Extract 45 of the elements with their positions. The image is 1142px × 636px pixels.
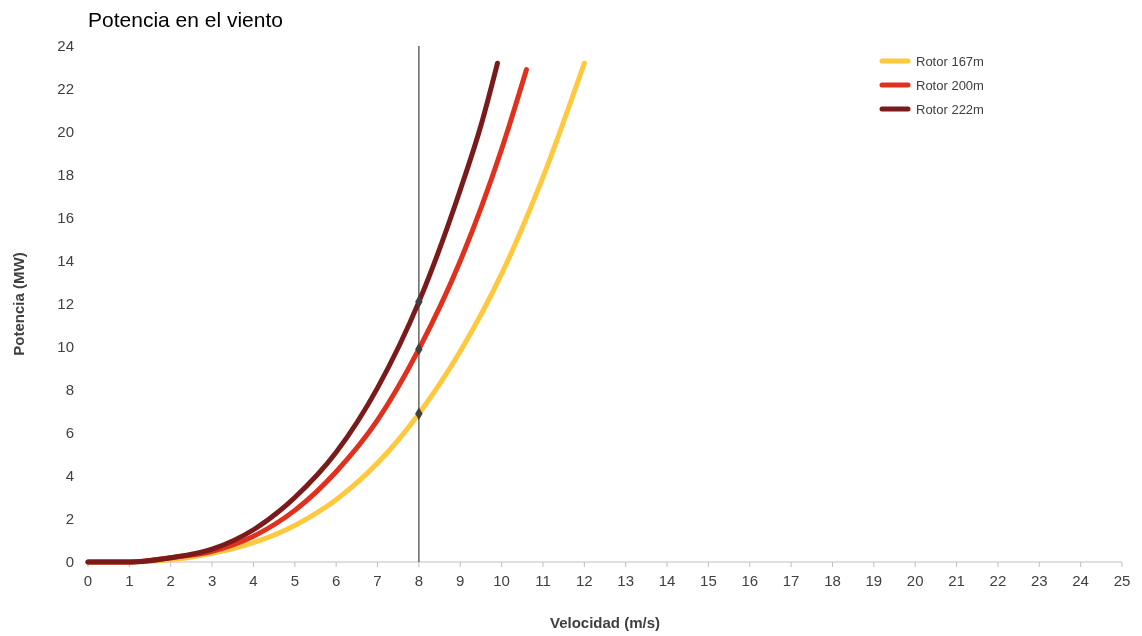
x-tick-label: 16 <box>741 572 759 589</box>
x-tick-label: 19 <box>865 572 883 589</box>
x-tick-label: 11 <box>535 572 551 589</box>
x-tick-label: 25 <box>1113 572 1131 589</box>
x-tick-label: 13 <box>617 572 635 589</box>
y-tick-label: 14 <box>57 252 74 269</box>
legend-label: Rotor 200m <box>916 78 984 93</box>
legend-label: Rotor 222m <box>916 102 984 117</box>
x-tick-label: 23 <box>1030 572 1048 589</box>
x-tick-label: 4 <box>249 572 258 589</box>
y-tick-label: 18 <box>57 166 74 183</box>
x-tick-label: 2 <box>166 572 175 589</box>
x-tick-label: 1 <box>125 572 134 589</box>
y-tick-label: 4 <box>65 467 74 484</box>
y-tick-label: 0 <box>65 553 74 570</box>
x-tick-label: 22 <box>989 572 1007 589</box>
x-tick-label: 15 <box>700 572 717 589</box>
x-axis-title: Velocidad (m/s) <box>549 614 661 631</box>
legend-label: Rotor 167m <box>916 54 984 69</box>
y-tick-label: 20 <box>57 123 74 140</box>
x-tick-label: 12 <box>575 572 593 589</box>
x-tick-label: 17 <box>782 572 800 589</box>
y-axis-title: Potencia (MW) <box>10 252 27 356</box>
x-tick-label: 24 <box>1072 572 1089 589</box>
y-tick-label: 12 <box>57 295 74 312</box>
x-tick-label: 21 <box>948 572 965 589</box>
x-tick-label: 3 <box>207 572 217 589</box>
y-tick-label: 8 <box>65 381 74 398</box>
x-tick-label: 18 <box>824 572 841 589</box>
x-tick-label: 9 <box>456 572 465 589</box>
x-tick-label: 5 <box>290 572 299 589</box>
y-tick-label: 22 <box>57 80 74 97</box>
x-tick-label: 20 <box>906 572 924 589</box>
x-tick-label: 8 <box>414 572 424 589</box>
chart-title: Potencia en el viento <box>88 8 283 31</box>
y-tick-label: 16 <box>57 209 74 226</box>
x-tick-label: 0 <box>83 572 93 589</box>
y-tick-label: 24 <box>57 37 74 54</box>
x-tick-label: 10 <box>493 572 510 589</box>
y-tick-label: 2 <box>65 510 74 527</box>
y-tick-label: 10 <box>57 338 74 355</box>
x-tick-label: 6 <box>331 572 341 589</box>
y-tick-label: 6 <box>65 424 74 441</box>
x-tick-label: 7 <box>373 572 382 589</box>
x-tick-label: 14 <box>658 572 676 589</box>
